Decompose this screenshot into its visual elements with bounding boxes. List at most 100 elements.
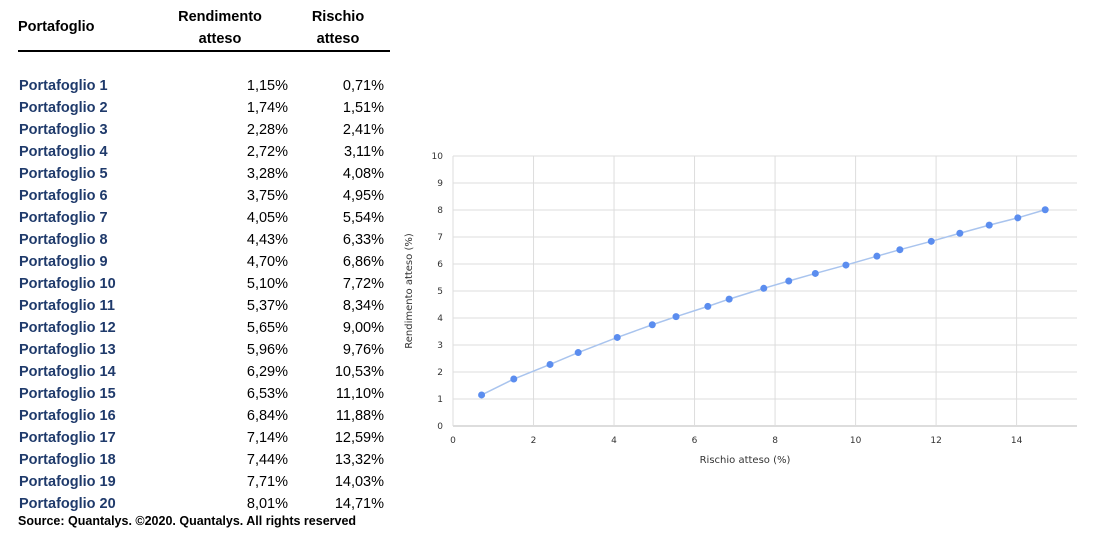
portfolio-name: Portafoglio 19 (19, 474, 116, 490)
table-body: Portafoglio 1 1,15% 0,71% Portafoglio 2 1,74… (18, 75, 390, 515)
portfolio-name: Portafoglio 3 (19, 122, 108, 138)
table-row: Portafoglio 12 5,65% 9,00% (18, 317, 390, 339)
expected-risk-value: 14,03% (334, 474, 384, 490)
expected-risk-value: 4,95% (342, 188, 384, 204)
y-tick-label: 4 (437, 314, 443, 324)
data-point (760, 284, 768, 292)
expected-risk-value: 13,32% (334, 452, 384, 468)
data-point (842, 261, 850, 269)
data-point (478, 391, 486, 399)
expected-return-value: 1,74% (246, 100, 288, 116)
expected-return-value: 4,05% (246, 210, 288, 226)
table-row: Portafoglio 18 7,44% 13,32% (18, 449, 390, 471)
expected-return-value: 7,14% (246, 430, 288, 446)
table-row: Portafoglio 2 1,74% 1,51% (18, 97, 390, 119)
portfolio-name: Portafoglio 12 (19, 320, 116, 336)
table-row: Portafoglio 16 6,84% 11,88% (18, 405, 390, 427)
expected-return-value: 2,72% (246, 144, 288, 160)
table-row: Portafoglio 14 6,29% 10,53% (18, 361, 390, 383)
portfolio-name: Portafoglio 18 (19, 452, 116, 468)
x-axis-label: Rischio atteso (%) (700, 455, 791, 466)
y-tick-label: 0 (437, 422, 443, 432)
expected-return-value: 5,10% (246, 276, 288, 292)
expected-return-value: 4,70% (246, 254, 288, 270)
expected-risk-value: 9,76% (342, 342, 384, 358)
table-row: Portafoglio 1 1,15% 0,71% (18, 75, 390, 97)
portfolio-name: Portafoglio 1 (19, 78, 108, 94)
portfolio-name: Portafoglio 11 (19, 298, 115, 314)
y-tick-label: 5 (437, 287, 443, 297)
expected-return-value: 6,53% (246, 386, 288, 402)
data-point (1014, 214, 1022, 222)
table-row: Portafoglio 15 6,53% 11,10% (18, 383, 390, 405)
header-expected-risk: Rischio atteso (296, 6, 380, 50)
table-header: Portafoglio Rendimento atteso Rischio at… (18, 4, 390, 52)
data-point (811, 269, 819, 277)
x-tick-label: 8 (772, 436, 778, 446)
expected-return-value: 5,96% (246, 342, 288, 358)
y-tick-label: 3 (437, 341, 443, 351)
portfolio-name: Portafoglio 17 (19, 430, 116, 446)
expected-return-value: 1,15% (246, 78, 288, 94)
header-expected-return: Rendimento atteso (168, 6, 272, 50)
x-tick-label: 2 (531, 436, 537, 446)
expected-risk-value: 11,88% (335, 408, 384, 424)
table-row: Portafoglio 4 2,72% 3,11% (18, 141, 390, 163)
data-point (574, 349, 582, 357)
table-row: Portafoglio 17 7,14% 12,59% (18, 427, 390, 449)
expected-return-value: 3,28% (246, 166, 288, 182)
x-tick-label: 6 (692, 436, 698, 446)
portfolio-name: Portafoglio 20 (19, 496, 116, 512)
data-point (510, 375, 518, 383)
expected-risk-value: 5,54% (342, 210, 384, 226)
portfolio-name: Portafoglio 2 (19, 100, 108, 116)
x-tick-label: 4 (611, 436, 617, 446)
expected-return-value: 8,01% (246, 496, 288, 512)
expected-risk-value: 14,71% (334, 496, 384, 512)
y-tick-label: 1 (437, 395, 443, 405)
table-row: Portafoglio 3 2,28% 2,41% (18, 119, 390, 141)
expected-risk-value: 6,33% (342, 232, 384, 248)
expected-return-value: 6,84% (246, 408, 288, 424)
data-point (725, 295, 733, 303)
data-point (956, 229, 964, 237)
expected-risk-value: 1,51% (342, 100, 384, 116)
expected-return-value: 7,71% (246, 474, 288, 490)
data-point (648, 321, 656, 329)
table-row: Portafoglio 13 5,96% 9,76% (18, 339, 390, 361)
expected-risk-value: 8,34% (342, 298, 384, 314)
portfolio-name: Portafoglio 16 (19, 408, 116, 424)
source-note: Source: Quantalys. ©2020. Quantalys. All… (18, 514, 357, 528)
portfolio-name: Portafoglio 13 (19, 342, 116, 358)
expected-return-value: 3,75% (246, 188, 288, 204)
table-row: Portafoglio 6 3,75% 4,95% (18, 185, 390, 207)
series-line (481, 209, 1046, 396)
portfolio-name: Portafoglio 9 (19, 254, 108, 270)
expected-risk-value: 3,11% (343, 144, 384, 160)
portfolio-name: Portafoglio 6 (19, 188, 108, 204)
expected-return-value: 6,29% (246, 364, 288, 380)
expected-return-value: 5,65% (246, 320, 288, 336)
table-row: Portafoglio 19 7,71% 14,03% (18, 471, 390, 493)
expected-return-value: 4,43% (246, 232, 288, 248)
table-row: Portafoglio 7 4,05% 5,54% (18, 207, 390, 229)
table-row: Portafoglio 11 5,37% 8,34% (18, 295, 390, 317)
data-point (927, 237, 935, 245)
y-axis-label: Rendimento atteso (%) (404, 233, 415, 349)
portfolio-name: Portafoglio 10 (19, 276, 116, 292)
table-row: Portafoglio 5 3,28% 4,08% (18, 163, 390, 185)
data-point (613, 333, 621, 341)
expected-risk-value: 0,71% (342, 78, 384, 94)
header-return-line1: Rendimento (178, 9, 262, 25)
portfolio-name: Portafoglio 15 (19, 386, 116, 402)
header-risk-line2: atteso (316, 31, 360, 47)
expected-risk-value: 11,10% (335, 386, 384, 402)
data-point (546, 360, 554, 368)
y-tick-label: 7 (437, 233, 443, 243)
expected-return-value: 5,37% (246, 298, 288, 314)
portfolio-name: Portafoglio 5 (19, 166, 108, 182)
table-row: Portafoglio 10 5,10% 7,72% (18, 273, 390, 295)
header-risk-line1: Rischio (311, 9, 365, 25)
table-row: Portafoglio 8 4,43% 6,33% (18, 229, 390, 251)
